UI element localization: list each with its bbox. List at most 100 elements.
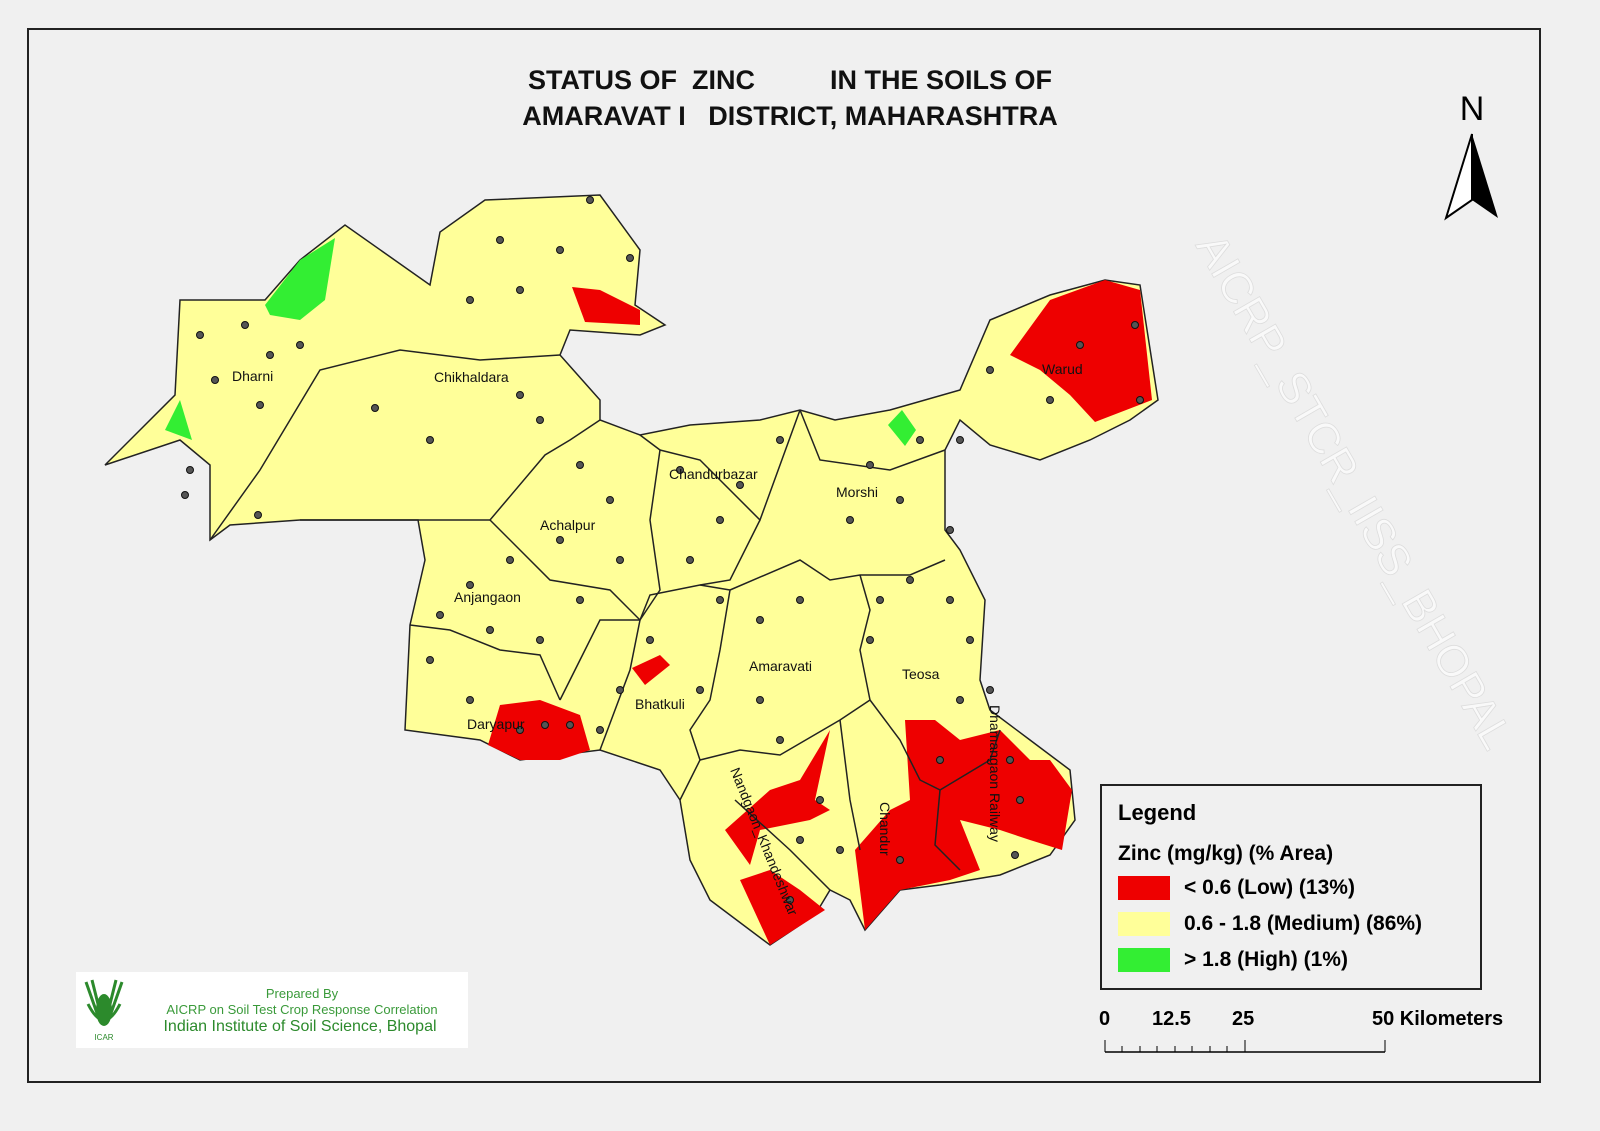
sample-point <box>576 461 584 469</box>
watermark: AICRP_STCR_IISS_BHOPAL <box>1186 226 1521 758</box>
sample-point <box>756 696 764 704</box>
map-frame <box>27 28 1541 1083</box>
scale-tick-50: 50 Kilometers <box>1372 1008 1504 1030</box>
credits-institute: Indian Institute of Soil Science, Bhopal <box>163 1018 437 1035</box>
legend-swatch-high <box>1118 948 1170 972</box>
sample-point <box>1046 396 1054 404</box>
sample-point <box>876 596 884 604</box>
sample-point <box>496 236 504 244</box>
title-line-2: AMARAVAT I DISTRICT, MAHARASHTRA <box>522 101 1058 131</box>
legend-swatch-medium <box>1118 912 1170 936</box>
scale-tick-25: 25 <box>1232 1008 1255 1030</box>
sample-point <box>1016 796 1024 804</box>
scale-line <box>1104 1040 1386 1053</box>
label-daryapur: Daryapur <box>467 716 525 732</box>
sample-point <box>1131 321 1139 329</box>
sample-point <box>986 366 994 374</box>
label-chikhaldara: Chikhaldara <box>434 369 509 385</box>
label-teosa: Teosa <box>902 666 940 682</box>
sample-point <box>936 756 944 764</box>
sample-point <box>956 436 964 444</box>
sample-point <box>254 511 262 519</box>
sample-point <box>211 376 219 384</box>
sample-point <box>786 896 794 904</box>
label-anjangaon: Anjangaon <box>454 589 521 605</box>
sample-point <box>756 616 764 624</box>
legend-swatch-low <box>1118 876 1170 900</box>
sample-point <box>736 481 744 489</box>
sample-point <box>816 796 824 804</box>
legend-item-low: < 0.6 (Low) (13%) <box>1118 876 1355 900</box>
sample-point <box>576 596 584 604</box>
sample-point <box>836 846 844 854</box>
sample-point <box>1076 341 1084 349</box>
label-morshi: Morshi <box>836 484 878 500</box>
sample-point <box>946 596 954 604</box>
sample-point <box>946 526 954 534</box>
sample-point <box>1006 756 1014 764</box>
sample-point <box>596 726 604 734</box>
sample-point <box>256 401 264 409</box>
sample-point <box>776 436 784 444</box>
credits-logo-box: ICAR Prepared By AICRP on Soil Test Crop… <box>76 972 468 1048</box>
sample-point <box>916 436 924 444</box>
sample-point <box>616 556 624 564</box>
sample-point <box>796 836 804 844</box>
north-label: N <box>1459 90 1485 128</box>
legend: Legend Zinc (mg/kg) (% Area) < 0.6 (Low)… <box>1100 784 1482 990</box>
sample-point <box>196 331 204 339</box>
label-warud: Warud <box>1042 361 1083 377</box>
sample-point <box>896 856 904 864</box>
sample-point <box>846 516 854 524</box>
legend-item-high: > 1.8 (High) (1%) <box>1118 948 1348 972</box>
sample-point <box>426 436 434 444</box>
sample-point <box>516 286 524 294</box>
credits-prepared-by: Prepared By <box>265 986 339 1001</box>
sample-point <box>616 686 624 694</box>
sample-point <box>566 721 574 729</box>
north-arrow-icon: N <box>1440 90 1504 230</box>
sample-point <box>296 341 304 349</box>
credits-aicrp: AICRP on Soil Test Crop Response Correla… <box>166 1002 438 1017</box>
sample-point <box>466 696 474 704</box>
sample-point <box>516 391 524 399</box>
sample-point <box>586 196 594 204</box>
label-dharni: Dharni <box>232 368 273 384</box>
sample-point <box>986 686 994 694</box>
sample-point <box>906 576 914 584</box>
sample-point <box>676 466 684 474</box>
sample-point <box>541 721 549 729</box>
label-achalpur: Achalpur <box>540 517 596 533</box>
label-chandur: Chandur <box>877 802 893 856</box>
sample-point <box>896 496 904 504</box>
sample-point <box>626 254 634 262</box>
sample-point <box>466 296 474 304</box>
legend-label-high: > 1.8 (High) (1%) <box>1184 948 1348 971</box>
sample-point <box>486 626 494 634</box>
sample-points <box>181 196 1144 904</box>
sample-point <box>556 246 564 254</box>
label-amaravati: Amaravati <box>749 658 812 674</box>
sample-point <box>181 491 189 499</box>
sample-point <box>506 556 514 564</box>
sample-point <box>186 466 194 474</box>
sample-point <box>1136 396 1144 404</box>
sample-point <box>716 596 724 604</box>
sample-point <box>956 696 964 704</box>
sample-point <box>536 636 544 644</box>
sample-point <box>516 726 524 734</box>
legend-item-medium: 0.6 - 1.8 (Medium) (86%) <box>1118 912 1422 936</box>
sample-point <box>796 596 804 604</box>
scale-tick-12-5: 12.5 <box>1152 1008 1191 1030</box>
label-bhatkuli: Bhatkuli <box>635 696 685 712</box>
icar-logo-text: ICAR <box>94 1033 113 1042</box>
sample-point <box>436 611 444 619</box>
sample-point <box>646 636 654 644</box>
sample-point <box>371 404 379 412</box>
label-dhamangaon-railway: Dhamangaon Railway <box>987 705 1003 842</box>
legend-label-medium: 0.6 - 1.8 (Medium) (86%) <box>1184 912 1423 935</box>
legend-label-low: < 0.6 (Low) (13%) <box>1184 876 1355 899</box>
sample-point <box>466 581 474 589</box>
legend-heading: Legend <box>1118 800 1197 825</box>
sample-point <box>966 636 974 644</box>
